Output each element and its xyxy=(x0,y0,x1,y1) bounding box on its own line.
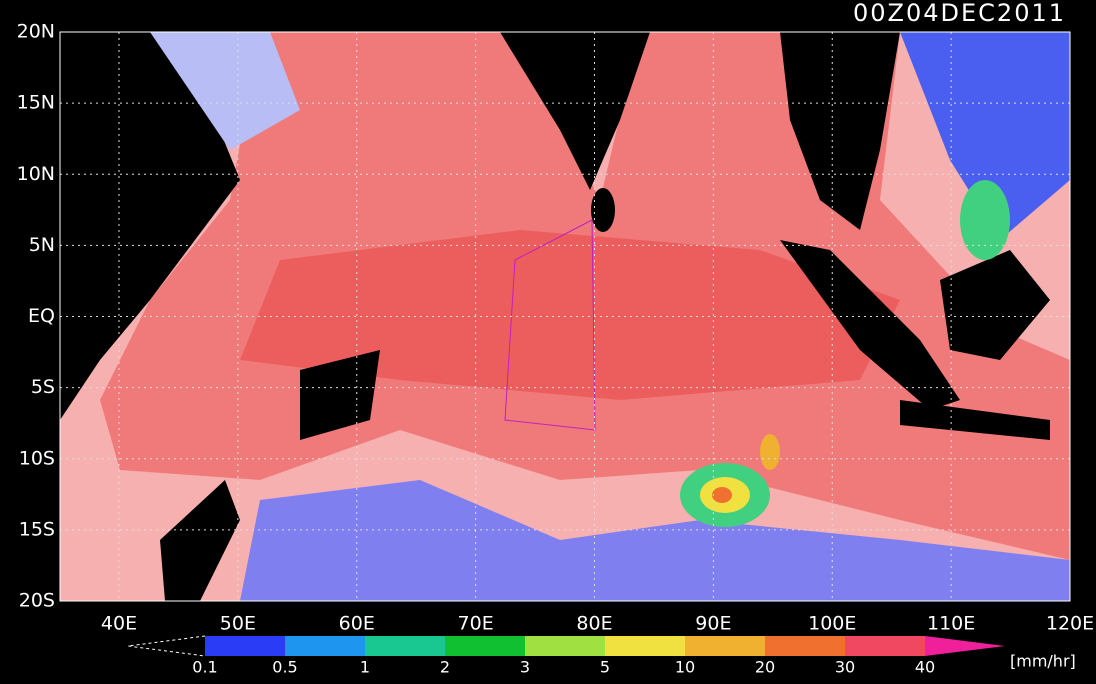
colorbar-swatch xyxy=(525,636,605,656)
land-sumatra xyxy=(780,240,960,410)
colorbar-swatch xyxy=(605,636,685,656)
colorbar-swatch xyxy=(445,636,525,656)
lat-label: 10N xyxy=(17,163,55,185)
land-madagascar xyxy=(160,480,240,601)
storm-cell xyxy=(760,434,780,470)
lat-label: 20N xyxy=(17,21,55,43)
colorbar-label: 2 xyxy=(440,658,450,677)
colorbar-label: 30 xyxy=(835,658,855,677)
land-africa xyxy=(60,32,240,420)
land-sri-lanka xyxy=(591,188,615,232)
lon-label: 60E xyxy=(339,613,375,635)
map-frame xyxy=(59,31,1071,602)
colorbar-label: 1 xyxy=(360,658,370,677)
lat-label: 15S xyxy=(19,518,55,540)
storm-eye xyxy=(712,487,732,503)
lat-label: 15N xyxy=(17,92,55,114)
rain-southern-band xyxy=(240,480,1070,601)
lat-label: 10S xyxy=(19,447,55,469)
lat-label: EQ xyxy=(28,305,55,327)
title: 00Z04DEC2011 xyxy=(853,0,1066,27)
land-borneo xyxy=(940,250,1050,360)
dry-patch xyxy=(300,350,380,440)
lat-label: 5N xyxy=(29,234,55,256)
lon-label: 70E xyxy=(458,613,494,635)
lat-label: 20S xyxy=(19,590,55,612)
graticule xyxy=(60,32,1070,601)
colorbar-label: 0.5 xyxy=(272,658,297,677)
under-triangle xyxy=(127,635,206,657)
colorbar-swatch xyxy=(845,636,925,656)
lon-label: 100E xyxy=(808,613,856,635)
lon-label: 110E xyxy=(927,613,975,635)
colorbar-swatch xyxy=(205,636,285,656)
colorbar-label: 40 xyxy=(915,658,935,677)
colorbar-label: 5 xyxy=(600,658,610,677)
colorbar-swatch xyxy=(765,636,845,656)
storm-cell xyxy=(960,180,1010,260)
colorbar-label: 0.1 xyxy=(192,658,217,677)
rain-south-china-sea xyxy=(900,32,1070,240)
land-java xyxy=(900,400,1050,440)
over-triangle xyxy=(925,636,1005,656)
lat-label: 5S xyxy=(31,376,55,398)
lon-label: 50E xyxy=(220,613,256,635)
lon-label: 40E xyxy=(101,613,137,635)
colorbar-swatch xyxy=(365,636,445,656)
lon-label: 120E xyxy=(1046,613,1094,635)
lon-label: 90E xyxy=(695,613,731,635)
land-indochina xyxy=(780,32,900,230)
colorbar-swatch xyxy=(285,636,365,656)
colorbar-label: 10 xyxy=(675,658,695,677)
land-india xyxy=(500,32,650,190)
lon-label: 80E xyxy=(576,613,612,635)
colorbar-label: 3 xyxy=(520,658,530,677)
colorbar: 0.1 0.5 1 2 3 5 10 20 30 40 [mm/hr] xyxy=(127,635,1076,677)
units-label: [mm/hr] xyxy=(1010,652,1076,671)
colorbar-swatch xyxy=(685,636,765,656)
rain-arabian-sea xyxy=(150,32,300,150)
colorbar-label: 20 xyxy=(755,658,775,677)
heavy-rain-band xyxy=(240,230,900,400)
